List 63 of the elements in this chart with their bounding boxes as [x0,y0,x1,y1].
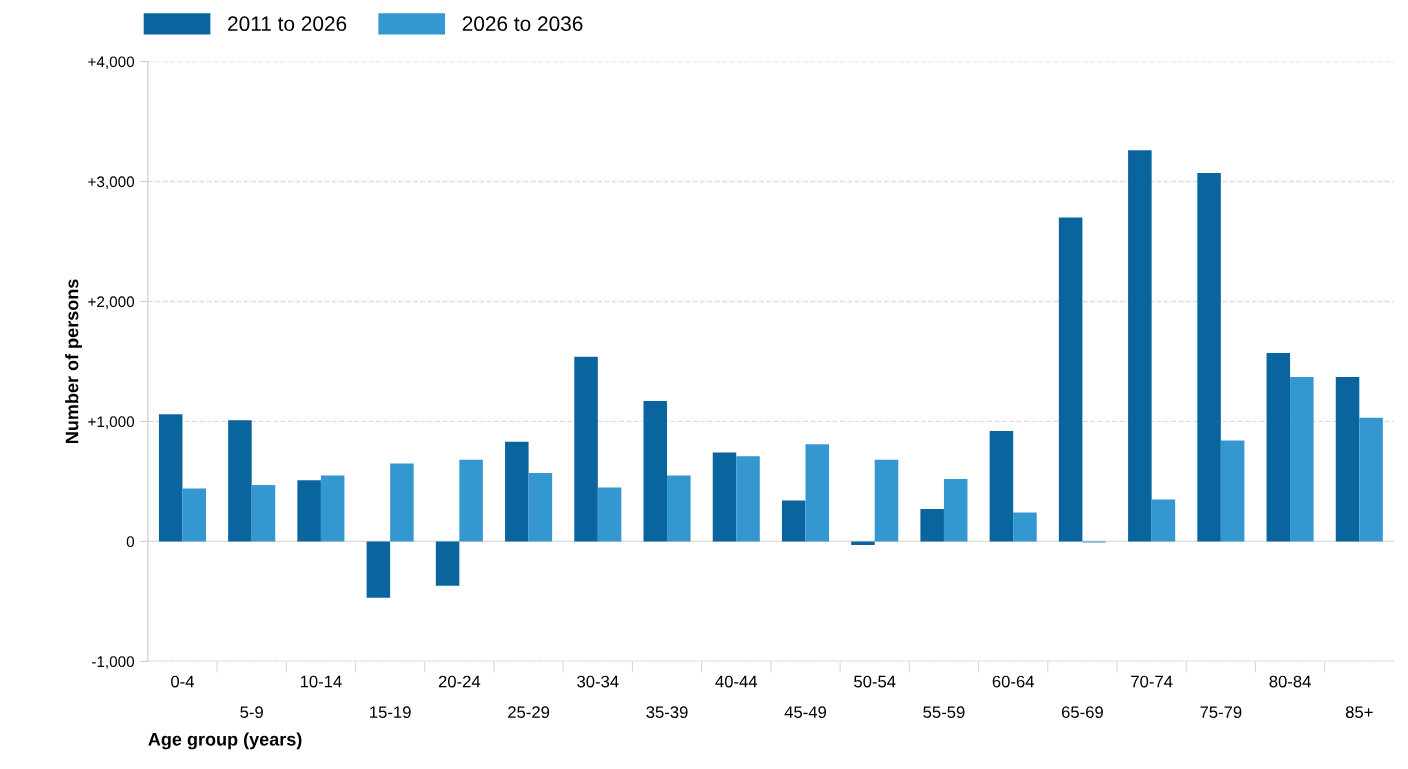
x-tick-label: 45-49 [784,706,827,719]
bar [228,420,252,542]
bar [781,500,806,542]
bar [920,508,944,542]
x-tick-label: 10-14 [300,675,342,688]
y-tick-label: +2,000 [88,296,135,309]
x-tick-label: 85+ [1345,706,1373,719]
y-tick-label: +4,000 [88,56,135,70]
y-axis-title: Number of persons [65,279,82,443]
y-tick-label: +1,000 [88,416,135,429]
bar [1359,417,1383,542]
x-tick-label: 15-19 [370,706,411,719]
bar [505,441,529,542]
x-tick-label: 30-34 [577,675,619,688]
legend-label: 2026 to 2036 [462,16,583,32]
bar [1151,499,1176,542]
bar [667,475,691,542]
x-tick-label: 60-64 [992,675,1034,688]
bar [435,541,460,586]
x-tick-label: 35-39 [646,706,688,719]
bar [1128,150,1152,542]
bar [805,444,830,542]
bar [643,401,668,542]
x-tick-label: 5-9 [240,706,263,719]
bar [851,541,875,545]
bar [712,452,737,542]
x-tick-label: 80-84 [1269,675,1311,688]
bar [943,478,968,542]
x-tick-label: 50-54 [854,675,896,688]
bar [366,541,391,598]
bar [320,475,345,542]
bar [158,414,183,542]
bar [297,480,321,542]
y-tick-label: -1,000 [92,656,135,669]
x-tick-label: 70-74 [1131,675,1173,688]
bar [1290,377,1314,542]
bar [597,487,622,542]
x-tick-label: 75-79 [1200,706,1242,719]
x-tick-label: 40-44 [715,675,758,688]
y-tick-label: 0 [126,536,135,548]
legend-label: 2011 to 2026 [228,16,347,32]
bar [1197,173,1221,542]
x-tick-label: 55-59 [923,706,965,719]
bar [182,488,206,542]
x-tick-label: 20-24 [438,675,481,688]
bar [459,459,483,542]
x-tick-label: 65-69 [1061,706,1103,719]
bar [1013,512,1037,542]
bar [390,463,414,542]
bar [528,473,553,542]
bar [874,459,899,542]
bar [1220,440,1245,542]
bar [1335,377,1360,542]
x-axis-title: Age group (years) [148,732,302,750]
bar [989,431,1014,542]
bar [251,484,276,542]
bar [736,456,760,542]
x-tick-label: 25-29 [508,706,550,719]
bar [574,356,598,542]
bar [1058,217,1083,542]
y-tick-label: +3,000 [88,176,135,189]
x-tick-label: 0-4 [171,675,195,688]
bar [1266,353,1291,542]
